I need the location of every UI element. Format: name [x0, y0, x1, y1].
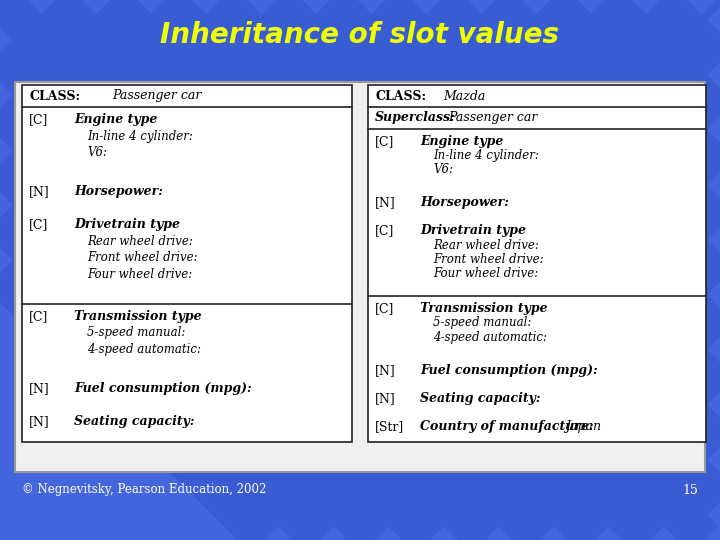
Text: 4-speed automatic:: 4-speed automatic:	[87, 343, 201, 356]
Text: Front wheel drive:: Front wheel drive:	[433, 253, 544, 266]
Text: Horsepower:: Horsepower:	[420, 197, 509, 210]
Text: 5-speed manual:: 5-speed manual:	[433, 316, 531, 329]
Text: Passenger car: Passenger car	[448, 111, 537, 125]
Text: [C]: [C]	[375, 225, 395, 238]
Text: Horsepower:: Horsepower:	[74, 185, 163, 198]
Text: Mazda: Mazda	[443, 90, 485, 103]
Text: Rear wheel drive:: Rear wheel drive:	[433, 239, 539, 252]
Text: Transmission type: Transmission type	[420, 302, 548, 315]
Text: [N]: [N]	[29, 415, 50, 428]
Text: [Str]: [Str]	[375, 420, 404, 433]
Text: Inheritance of slot values: Inheritance of slot values	[161, 21, 559, 49]
Text: [C]: [C]	[375, 135, 395, 148]
Text: Transmission type: Transmission type	[74, 310, 202, 323]
Bar	[368, 85, 706, 442]
Text: Front wheel drive:: Front wheel drive:	[87, 251, 197, 265]
Text: © Negnevitsky, Pearson Education, 2002: © Negnevitsky, Pearson Education, 2002	[22, 483, 266, 496]
Text: Four wheel drive:: Four wheel drive:	[87, 268, 192, 281]
Text: CLASS:: CLASS:	[375, 90, 426, 103]
Text: [C]: [C]	[29, 310, 48, 323]
Text: [N]: [N]	[375, 363, 396, 377]
Bar	[22, 85, 352, 442]
Text: [N]: [N]	[29, 382, 50, 395]
Text: Superclass:: Superclass:	[375, 111, 456, 125]
Text: Seating capacity:: Seating capacity:	[74, 415, 194, 428]
Text: CLASS:: CLASS:	[29, 90, 80, 103]
Text: In-line 4 cylinder:: In-line 4 cylinder:	[433, 149, 539, 162]
Text: [N]: [N]	[375, 392, 396, 405]
Text: 5-speed manual:: 5-speed manual:	[87, 326, 185, 340]
Text: [C]: [C]	[29, 218, 48, 231]
Text: Engine type: Engine type	[74, 113, 158, 126]
Text: Fuel consumption (mpg):: Fuel consumption (mpg):	[74, 382, 251, 395]
Text: Passenger car: Passenger car	[112, 90, 202, 103]
Text: 4-speed automatic:: 4-speed automatic:	[433, 330, 547, 343]
Text: V6:: V6:	[433, 163, 453, 176]
Text: [C]: [C]	[375, 302, 395, 315]
Bar	[15, 82, 705, 472]
Text: Drivetrain type: Drivetrain type	[74, 218, 180, 231]
Bar	[368, 85, 706, 442]
Text: [N]: [N]	[29, 185, 50, 198]
Text: Engine type: Engine type	[420, 135, 503, 148]
Text: Rear wheel drive:: Rear wheel drive:	[87, 235, 193, 248]
Text: Seating capacity:: Seating capacity:	[420, 392, 541, 405]
Text: In-line 4 cylinder:: In-line 4 cylinder:	[87, 130, 193, 143]
Text: 15: 15	[682, 483, 698, 496]
Bar	[22, 85, 352, 442]
Text: [N]: [N]	[375, 197, 396, 210]
Text: Drivetrain type: Drivetrain type	[420, 225, 526, 238]
Text: Four wheel drive:: Four wheel drive:	[433, 267, 539, 280]
Text: [C]: [C]	[29, 113, 48, 126]
Text: V6:: V6:	[87, 146, 107, 159]
Text: Country of manufacture:: Country of manufacture:	[420, 420, 593, 433]
Text: Fuel consumption (mpg):: Fuel consumption (mpg):	[420, 363, 598, 377]
Text: Japan: Japan	[565, 420, 601, 433]
